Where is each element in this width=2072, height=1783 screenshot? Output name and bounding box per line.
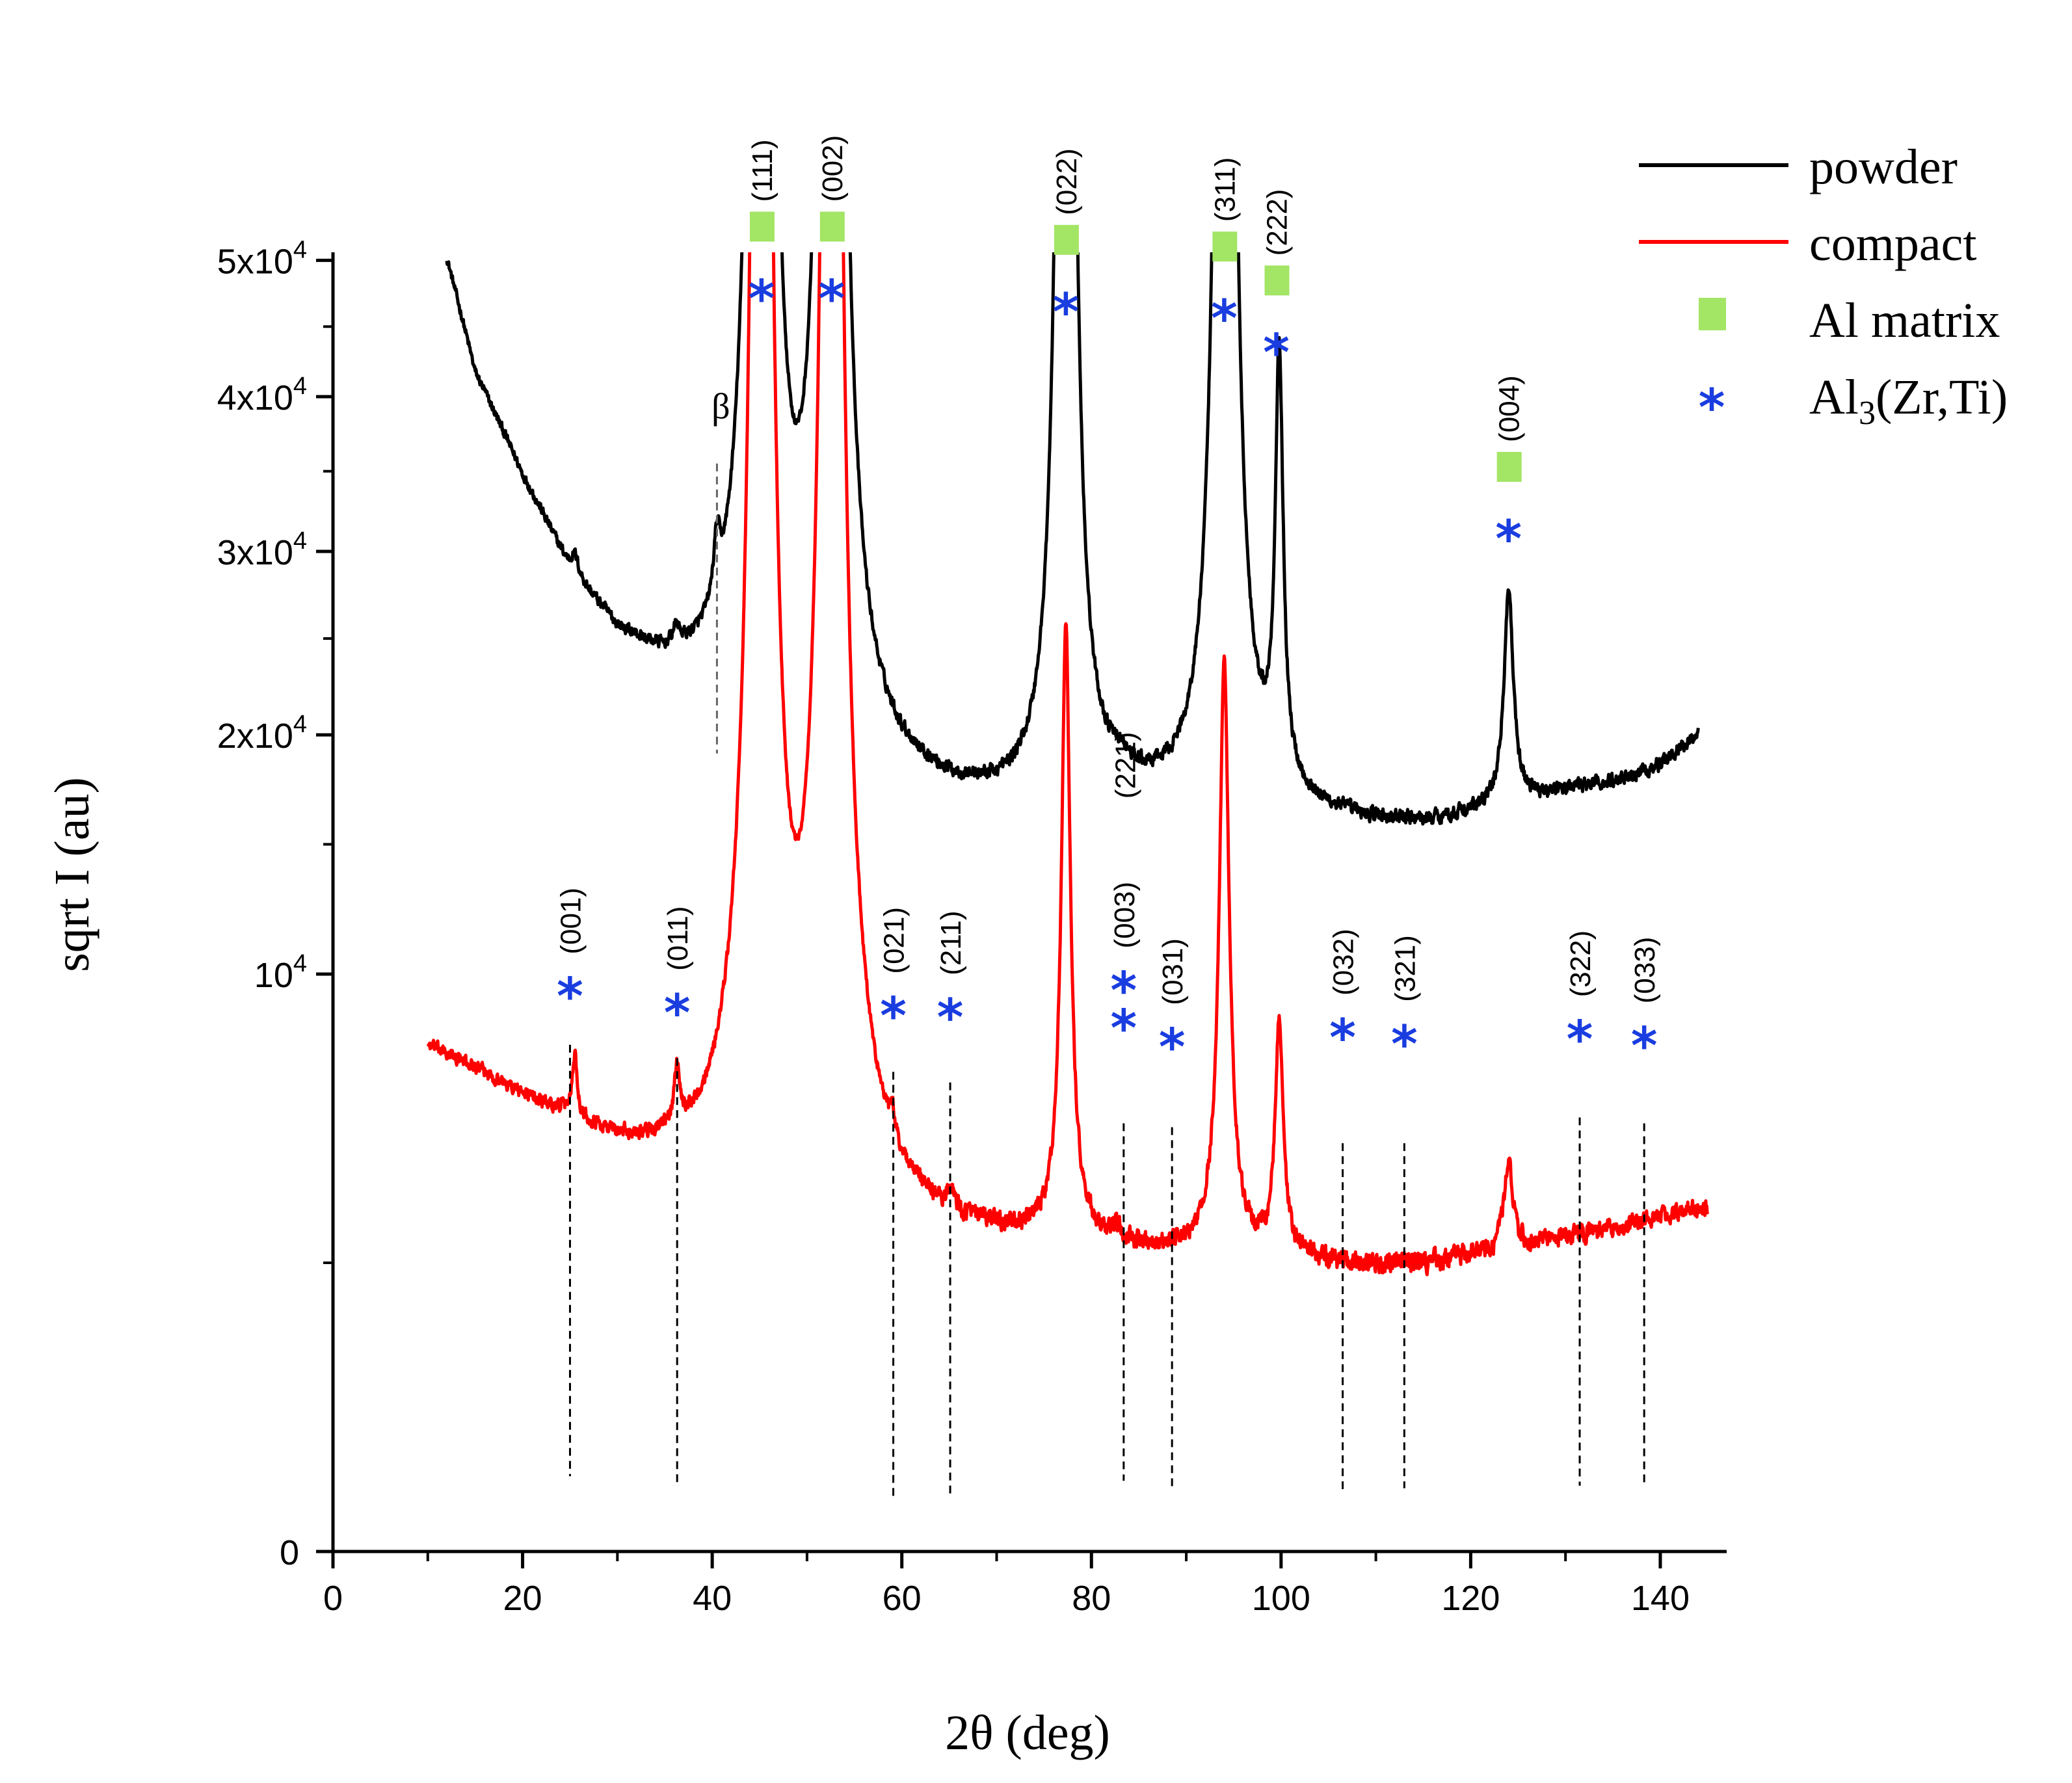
hkl-label: (022) <box>1051 148 1083 215</box>
y-tick-label: 3x104 <box>217 527 307 572</box>
al3-star-marker: * <box>818 270 845 328</box>
al3-star-marker: * <box>664 984 691 1043</box>
al3-star-marker: * <box>1631 1017 1658 1076</box>
series-layer <box>426 252 1710 1276</box>
legend-swatch-star: * <box>1699 379 1725 438</box>
hkl-label: (011) <box>662 906 694 970</box>
x-tick-label: 60 <box>883 1579 922 1618</box>
legend-entry-3: Al matrix <box>1699 293 2000 348</box>
al3-star-marker: * <box>937 989 964 1048</box>
legend-label: Al matrix <box>1809 293 2000 348</box>
al3-star-marker: * <box>1110 962 1137 1021</box>
al-matrix-marker <box>1496 451 1522 482</box>
x-tick-label: 140 <box>1631 1579 1690 1618</box>
axes: 0 20 40 60 80 100 120 140 5x104 4x104 3x104 2x104 10… <box>217 236 1727 1618</box>
y-axis-title: sqrt I (au) <box>45 777 100 972</box>
al3-star-marker: * <box>1329 1009 1356 1068</box>
al3-star-marker: * <box>880 988 907 1046</box>
hkl-label: (003) <box>1109 882 1141 949</box>
hkl-label: (321) <box>1389 935 1421 1002</box>
hkl-label: (211) <box>935 910 967 975</box>
x-tick-label: 0 <box>323 1579 343 1618</box>
x-tick-label: 120 <box>1441 1579 1500 1618</box>
al-matrix-marker <box>749 211 775 242</box>
x-tick-label: 80 <box>1072 1579 1111 1618</box>
al3-star-marker: * <box>1263 324 1290 382</box>
y-tick-label: 5x104 <box>217 236 307 281</box>
legend-label: Al3(Zr,Ti) <box>1809 370 2008 432</box>
al3-star-marker: * <box>1211 290 1238 349</box>
hkl-label: (322) <box>1565 931 1597 997</box>
series-powder <box>445 252 1700 826</box>
hkl-label: (021) <box>879 907 910 974</box>
hkl-label: (222) <box>1262 189 1294 256</box>
hkl-label: (004) <box>1494 375 1526 442</box>
legend-label: compact <box>1809 217 1976 271</box>
hkl-label: (311) <box>1209 157 1241 222</box>
al3-star-marker: * <box>1052 284 1079 342</box>
al-matrix-marker <box>1264 265 1290 296</box>
legend-entry-4: * Al3(Zr,Ti) <box>1699 370 2008 438</box>
y-tick-label: 4x104 <box>217 373 307 417</box>
beta-phase-label: β <box>711 387 730 427</box>
y-tick-label: 2x104 <box>217 711 307 756</box>
hkl-label: (033) <box>1629 937 1661 1004</box>
legend-label: powder <box>1809 140 1958 194</box>
al-matrix-marker <box>819 211 845 242</box>
legend-entry-1: powder <box>1639 140 1958 194</box>
al3-star-marker: * <box>557 968 583 1027</box>
x-tick-label: 20 <box>503 1579 542 1618</box>
al3-star-marker: * <box>1391 1016 1418 1074</box>
al-matrix-marker <box>1212 231 1238 262</box>
legend: powder compact Al matrix * Al3(Zr,Ti) <box>1639 140 2008 438</box>
al3-star-marker: * <box>1567 1010 1593 1069</box>
y-tick-label: 0 <box>280 1533 299 1572</box>
x-axis-title: 2θ (deg) <box>945 1706 1110 1760</box>
x-tick-label: 100 <box>1252 1579 1310 1618</box>
hkl-label: (221) <box>1109 732 1141 799</box>
al-matrix-marker <box>1054 224 1079 255</box>
al3-star-marker: * <box>1495 510 1522 569</box>
y-tick-label: 104 <box>254 950 307 995</box>
al3-star-marker: * <box>749 270 775 328</box>
hkl-label: (001) <box>555 888 587 955</box>
annotation-layer: * (111) * (002) * (022) * (311) * (222) * (004) (221… <box>555 135 1661 1500</box>
hkl-label: (031) <box>1157 938 1189 1005</box>
legend-entry-2: compact <box>1639 217 1976 271</box>
hkl-label: (111) <box>747 139 778 202</box>
al3-star-marker: * <box>1110 1000 1137 1059</box>
al3-star-marker: * <box>1159 1019 1186 1077</box>
hkl-label: (002) <box>817 135 849 202</box>
legend-swatch-square <box>1699 298 1726 330</box>
series-compact <box>426 252 1710 1276</box>
x-tick-label: 40 <box>693 1579 732 1618</box>
hkl-label: (032) <box>1328 929 1360 996</box>
